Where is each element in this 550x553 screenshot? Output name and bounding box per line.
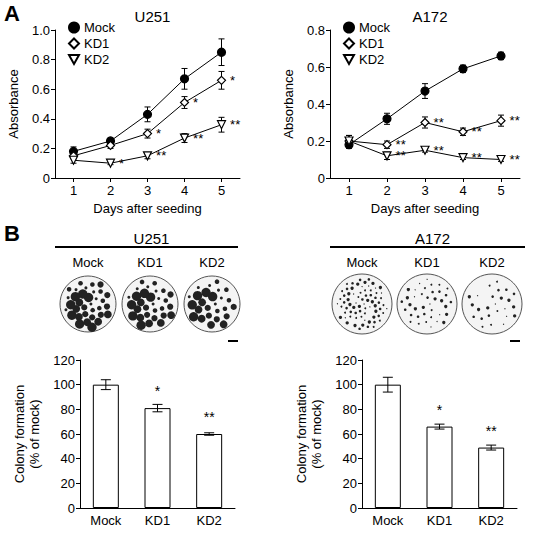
svg-text:0.4: 0.4 [32, 111, 50, 126]
svg-text:80: 80 [343, 402, 357, 417]
svg-text:Mock: Mock [359, 20, 391, 35]
svg-text:0.8: 0.8 [32, 52, 50, 67]
svg-text:120: 120 [335, 353, 357, 368]
svg-text:KD1: KD1 [359, 36, 384, 51]
svg-text:KD1: KD1 [84, 36, 109, 51]
svg-text:0.6: 0.6 [32, 82, 50, 97]
svg-text:0.4: 0.4 [307, 97, 325, 112]
svg-text:Mock: Mock [372, 513, 404, 528]
svg-text:**: ** [472, 124, 482, 139]
svg-text:**: ** [193, 131, 203, 146]
svg-text:2: 2 [107, 183, 114, 198]
svg-text:A172: A172 [415, 230, 450, 247]
svg-text:Colony formation: Colony formation [12, 385, 27, 483]
svg-text:**: ** [204, 409, 215, 425]
svg-text:A: A [4, 1, 20, 26]
svg-text:KD2: KD2 [479, 513, 504, 528]
svg-text:KD2: KD2 [199, 255, 224, 270]
svg-text:Days after seeding: Days after seeding [93, 201, 201, 216]
svg-text:A172: A172 [412, 8, 447, 25]
svg-text:5: 5 [497, 183, 504, 198]
svg-text:U251: U251 [135, 8, 171, 25]
svg-text:0: 0 [68, 501, 75, 516]
svg-text:Colony formation: Colony formation [294, 385, 309, 483]
svg-text:0: 0 [350, 501, 357, 516]
svg-text:KD2: KD2 [479, 255, 504, 270]
svg-text:*: * [437, 402, 443, 418]
svg-text:KD1: KD1 [427, 513, 452, 528]
svg-text:*: * [155, 383, 161, 399]
svg-text:**: ** [510, 152, 520, 167]
svg-text:120: 120 [53, 353, 75, 368]
svg-text:20: 20 [61, 476, 75, 491]
svg-text:U251: U251 [134, 230, 170, 247]
svg-text:100: 100 [335, 377, 357, 392]
svg-text:*: * [193, 95, 198, 110]
svg-text:0.8: 0.8 [307, 23, 325, 38]
svg-text:(% of mock): (% of mock) [309, 399, 324, 468]
svg-text:Mock: Mock [84, 20, 116, 35]
svg-text:**: ** [472, 150, 482, 165]
svg-text:1: 1 [345, 183, 352, 198]
svg-text:KD1: KD1 [414, 255, 439, 270]
svg-text:3: 3 [421, 183, 428, 198]
svg-text:5: 5 [218, 183, 225, 198]
svg-text:*: * [119, 156, 124, 171]
svg-text:0: 0 [43, 171, 50, 186]
svg-text:40: 40 [61, 451, 75, 466]
svg-text:KD1: KD1 [145, 513, 170, 528]
svg-text:20: 20 [343, 476, 357, 491]
svg-text:0: 0 [318, 171, 325, 186]
svg-text:KD2: KD2 [197, 513, 222, 528]
svg-text:0.2: 0.2 [307, 134, 325, 149]
svg-text:**: ** [434, 115, 444, 130]
svg-text:Days after seeding: Days after seeding [371, 201, 479, 216]
svg-text:**: ** [486, 423, 497, 439]
svg-text:0.6: 0.6 [307, 60, 325, 75]
svg-text:KD1: KD1 [137, 255, 162, 270]
svg-text:40: 40 [343, 451, 357, 466]
svg-text:2: 2 [383, 183, 390, 198]
svg-text:1: 1 [70, 183, 77, 198]
svg-text:60: 60 [343, 427, 357, 442]
svg-text:*: * [230, 73, 235, 88]
svg-text:KD2: KD2 [359, 52, 384, 67]
svg-text:Mock: Mock [72, 255, 104, 270]
svg-text:KD2: KD2 [84, 52, 109, 67]
svg-text:1.0: 1.0 [32, 23, 50, 38]
svg-text:B: B [4, 221, 20, 246]
svg-text:(% of mock): (% of mock) [27, 399, 42, 468]
svg-text:0.2: 0.2 [32, 141, 50, 156]
svg-text:**: ** [510, 113, 520, 128]
svg-text:Absorbance: Absorbance [6, 69, 21, 138]
svg-text:60: 60 [61, 427, 75, 442]
svg-text:3: 3 [144, 183, 151, 198]
svg-text:**: ** [156, 148, 166, 163]
svg-text:4: 4 [181, 183, 188, 198]
svg-text:4: 4 [459, 183, 466, 198]
svg-text:80: 80 [61, 402, 75, 417]
svg-text:**: ** [396, 148, 406, 163]
svg-text:100: 100 [53, 377, 75, 392]
svg-text:**: ** [434, 143, 444, 158]
svg-text:*: * [156, 126, 161, 141]
svg-text:**: ** [230, 117, 240, 132]
svg-text:Mock: Mock [90, 513, 122, 528]
svg-text:Absorbance: Absorbance [281, 69, 296, 138]
svg-text:Mock: Mock [346, 255, 378, 270]
